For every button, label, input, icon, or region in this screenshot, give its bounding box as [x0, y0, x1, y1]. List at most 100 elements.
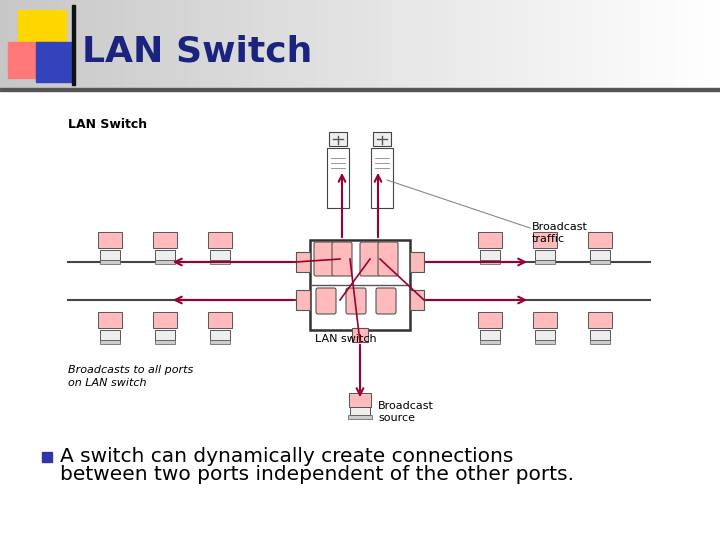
Bar — [512, 0, 513, 88]
Bar — [290, 0, 291, 88]
Bar — [544, 0, 545, 88]
Bar — [505, 0, 506, 88]
Bar — [195, 0, 196, 88]
Bar — [86, 0, 87, 88]
Bar — [396, 0, 397, 88]
Bar — [163, 0, 164, 88]
Bar — [273, 0, 274, 88]
Bar — [0, 88, 720, 91]
Bar — [467, 0, 468, 88]
Bar — [97, 0, 98, 88]
Bar — [564, 0, 565, 88]
Bar — [165, 0, 166, 88]
Bar — [461, 0, 462, 88]
Bar — [559, 0, 560, 88]
Bar — [284, 0, 285, 88]
Bar — [412, 0, 413, 88]
Bar — [365, 0, 366, 88]
Bar — [389, 0, 390, 88]
Bar — [625, 0, 626, 88]
Bar — [294, 0, 295, 88]
Bar — [493, 0, 494, 88]
Bar — [324, 0, 325, 88]
Bar — [17, 0, 18, 88]
Bar — [331, 0, 332, 88]
Bar — [629, 0, 630, 88]
FancyBboxPatch shape — [376, 288, 396, 314]
Bar — [598, 0, 599, 88]
Bar — [537, 0, 538, 88]
Bar — [655, 0, 656, 88]
Bar — [618, 0, 619, 88]
Bar — [223, 0, 224, 88]
Bar — [46, 0, 47, 88]
Bar — [21, 0, 22, 88]
Bar — [497, 0, 498, 88]
Bar — [154, 0, 155, 88]
Bar — [215, 0, 216, 88]
Bar — [297, 0, 298, 88]
Bar — [36, 0, 37, 88]
Bar — [410, 290, 424, 310]
Bar — [424, 0, 425, 88]
Bar — [524, 0, 525, 88]
Bar — [397, 0, 398, 88]
Bar — [526, 0, 527, 88]
Bar — [480, 340, 500, 344]
Bar — [113, 0, 114, 88]
Bar — [242, 0, 243, 88]
Bar — [382, 0, 383, 88]
Bar — [159, 0, 160, 88]
Bar — [347, 0, 348, 88]
Bar — [376, 0, 377, 88]
Bar — [531, 0, 532, 88]
Bar — [459, 0, 460, 88]
Bar — [439, 0, 440, 88]
FancyBboxPatch shape — [332, 242, 352, 276]
Bar — [265, 0, 266, 88]
Bar — [602, 0, 603, 88]
Bar — [240, 0, 241, 88]
Bar — [534, 0, 535, 88]
Bar — [399, 0, 400, 88]
Bar — [283, 0, 284, 88]
Bar — [542, 0, 543, 88]
Bar — [30, 0, 31, 88]
Bar — [228, 0, 229, 88]
Bar — [631, 0, 632, 88]
Bar — [468, 0, 469, 88]
Bar — [153, 0, 154, 88]
Bar — [482, 0, 483, 88]
Bar — [672, 0, 673, 88]
Bar — [173, 0, 174, 88]
Bar — [499, 0, 500, 88]
Bar — [601, 0, 602, 88]
Bar — [658, 0, 659, 88]
Bar — [351, 0, 352, 88]
Bar — [622, 0, 623, 88]
Bar — [447, 0, 448, 88]
Bar — [718, 0, 719, 88]
Bar — [539, 0, 540, 88]
Bar — [568, 0, 569, 88]
Bar — [8, 0, 9, 88]
Bar — [383, 0, 384, 88]
Bar — [126, 0, 127, 88]
Bar — [296, 290, 310, 310]
Bar — [518, 0, 519, 88]
Bar — [162, 0, 163, 88]
Bar — [436, 0, 437, 88]
Bar — [554, 0, 555, 88]
Bar — [441, 0, 442, 88]
Bar — [36, 42, 72, 82]
Bar — [562, 0, 563, 88]
Bar — [160, 0, 161, 88]
Bar — [353, 0, 354, 88]
Bar — [621, 0, 622, 88]
Bar — [118, 0, 119, 88]
Bar — [462, 0, 463, 88]
Bar — [44, 0, 45, 88]
Bar — [321, 0, 322, 88]
Bar — [125, 0, 126, 88]
Bar — [100, 260, 120, 264]
